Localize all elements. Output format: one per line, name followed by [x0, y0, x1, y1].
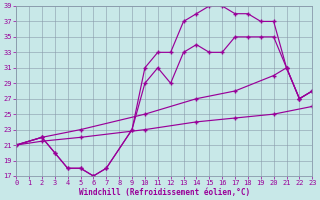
X-axis label: Windchill (Refroidissement éolien,°C): Windchill (Refroidissement éolien,°C)	[79, 188, 250, 197]
